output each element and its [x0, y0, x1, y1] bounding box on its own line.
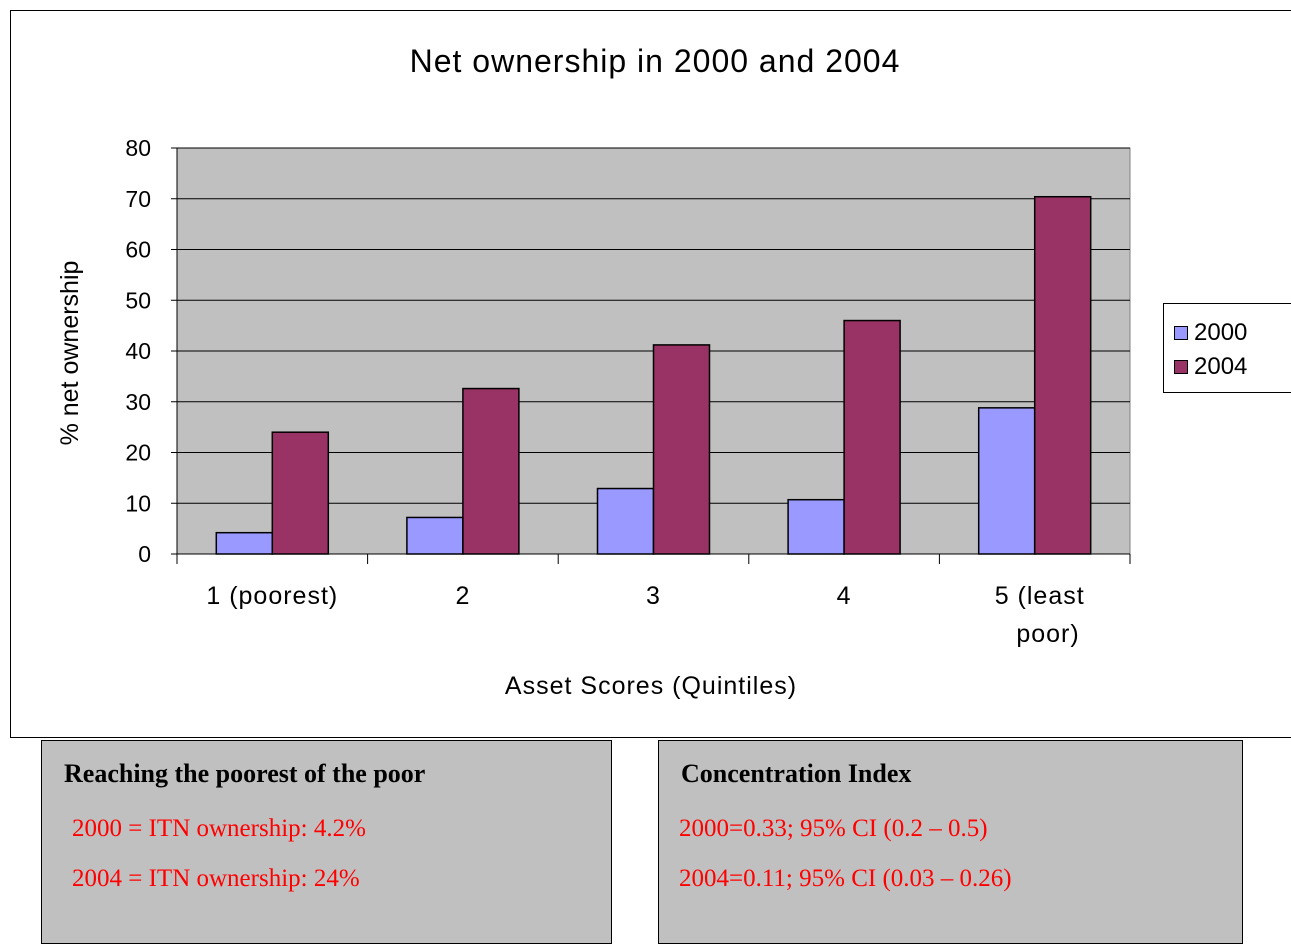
y-tick-label: 50 [125, 287, 151, 313]
y-tick-label: 80 [125, 135, 151, 161]
legend-swatch-2000 [1174, 326, 1188, 340]
y-tick-label: 40 [125, 338, 151, 364]
legend-swatch-2004 [1174, 360, 1188, 374]
x-tick-label: 3 [646, 582, 661, 610]
legend-item-2004: 2004 [1174, 350, 1247, 384]
x-tick-label: 2 [455, 582, 470, 610]
x-tick-label: poor) [1016, 620, 1079, 648]
bar-2000-4 [788, 500, 844, 554]
y-tick-label: 20 [125, 440, 151, 466]
x-axis-label: Asset Scores (Quintiles) [505, 672, 797, 700]
x-tick-label: 1 (poorest) [206, 582, 338, 610]
legend: 2000 2004 [1163, 303, 1291, 393]
y-tick-label: 30 [125, 389, 151, 415]
poorest-box-line-2000: 2000 = ITN ownership: 4.2% [72, 815, 366, 843]
poorest-box-title: Reaching the poorest of the poor [64, 759, 425, 789]
bar-2004-2 [463, 389, 519, 554]
bar-2000-2 [407, 517, 463, 554]
bar-2004-3 [654, 345, 710, 554]
y-axis-label: % net ownership [56, 261, 84, 446]
y-tick-label: 10 [125, 490, 151, 516]
y-tick-label: 60 [125, 237, 151, 263]
x-tick-label: 4 [837, 582, 852, 610]
bar-2004-1 [272, 432, 328, 554]
chart-svg: Net ownership in 2000 and 2004 0 10 20 30 40… [0, 0, 1291, 740]
x-tick-label: 5 (least [995, 582, 1085, 610]
y-tick-label: 0 [138, 541, 151, 567]
bar-2004-5 [1035, 197, 1091, 554]
chart-title: Net ownership in 2000 and 2004 [410, 43, 901, 79]
concentration-box-title: Concentration Index [681, 759, 911, 789]
legend-item-2000: 2000 [1174, 316, 1247, 350]
bar-2004-4 [844, 321, 900, 554]
y-tick-label: 70 [125, 186, 151, 212]
legend-label-2004: 2004 [1194, 353, 1247, 381]
bar-2000-1 [216, 533, 272, 554]
bar-2000-5 [979, 408, 1035, 554]
legend-label-2000: 2000 [1194, 319, 1247, 347]
poorest-info-box: Reaching the poorest of the poor 2000 = … [41, 740, 612, 944]
concentration-info-box: Concentration Index 2000=0.33; 95% CI (0… [658, 740, 1243, 944]
concentration-box-line-2000: 2000=0.33; 95% CI (0.2 – 0.5) [679, 815, 988, 843]
poorest-box-line-2004: 2004 = ITN ownership: 24% [72, 865, 360, 893]
concentration-box-line-2004: 2004=0.11; 95% CI (0.03 – 0.26) [679, 865, 1012, 893]
bar-2000-3 [598, 489, 654, 554]
